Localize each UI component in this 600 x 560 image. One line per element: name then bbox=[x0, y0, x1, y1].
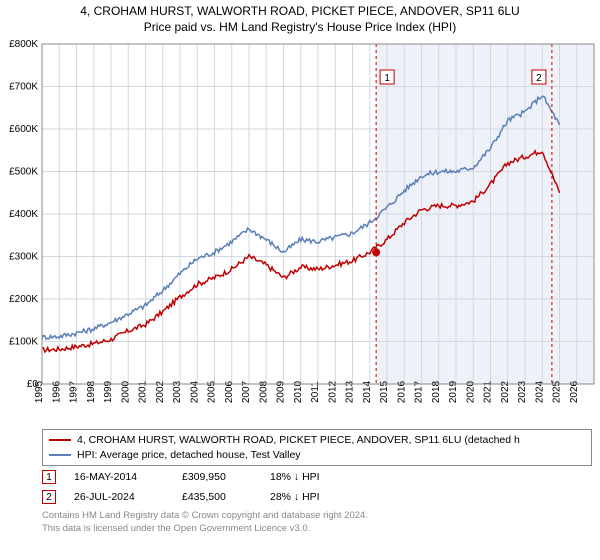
svg-text:£200K: £200K bbox=[9, 294, 38, 305]
svg-text:£700K: £700K bbox=[9, 82, 38, 93]
event-price: £309,950 bbox=[182, 471, 252, 483]
event-row: 2 26-JUL-2024 £435,500 28% ↓ HPI bbox=[42, 490, 592, 504]
event-pct-vs-hpi: 28% ↓ HPI bbox=[270, 491, 360, 503]
footer-line-1: Contains HM Land Registry data © Crown c… bbox=[42, 510, 592, 522]
legend-label: 4, CROHAM HURST, WALWORTH ROAD, PICKET P… bbox=[77, 433, 520, 448]
svg-text:£600K: £600K bbox=[9, 124, 38, 135]
event-date: 26-JUL-2024 bbox=[74, 491, 164, 503]
footer-line-2: This data is licensed under the Open Gov… bbox=[42, 523, 592, 535]
chart-container: £0£100K£200K£300K£400K£500K£600K£700K£80… bbox=[0, 34, 600, 429]
price-chart-svg: £0£100K£200K£300K£400K£500K£600K£700K£80… bbox=[0, 34, 600, 429]
svg-text:1: 1 bbox=[384, 73, 390, 84]
svg-text:£300K: £300K bbox=[9, 252, 38, 263]
svg-text:£500K: £500K bbox=[9, 167, 38, 178]
svg-text:2: 2 bbox=[536, 73, 542, 84]
legend-swatch bbox=[49, 439, 71, 441]
svg-text:£400K: £400K bbox=[9, 209, 38, 220]
svg-text:£800K: £800K bbox=[9, 39, 38, 50]
title-line-2: Price paid vs. HM Land Registry's House … bbox=[0, 20, 600, 34]
svg-text:£100K: £100K bbox=[9, 337, 38, 348]
event-marker-box: 1 bbox=[42, 470, 56, 484]
legend-swatch bbox=[49, 454, 71, 456]
footer-attribution: Contains HM Land Registry data © Crown c… bbox=[42, 510, 592, 535]
chart-title-block: 4, CROHAM HURST, WALWORTH ROAD, PICKET P… bbox=[0, 0, 600, 34]
chart-legend: 4, CROHAM HURST, WALWORTH ROAD, PICKET P… bbox=[42, 429, 592, 466]
legend-row: 4, CROHAM HURST, WALWORTH ROAD, PICKET P… bbox=[49, 433, 585, 448]
legend-row: HPI: Average price, detached house, Test… bbox=[49, 448, 585, 463]
event-table: 1 16-MAY-2014 £309,950 18% ↓ HPI 2 26-JUL-202… bbox=[42, 470, 592, 504]
event-price: £435,500 bbox=[182, 491, 252, 503]
event-row: 1 16-MAY-2014 £309,950 18% ↓ HPI bbox=[42, 470, 592, 484]
legend-label: HPI: Average price, detached house, Test… bbox=[77, 448, 301, 463]
event-marker-box: 2 bbox=[42, 490, 56, 504]
event-date: 16-MAY-2014 bbox=[74, 471, 164, 483]
event-pct-vs-hpi: 18% ↓ HPI bbox=[270, 471, 360, 483]
title-line-1: 4, CROHAM HURST, WALWORTH ROAD, PICKET P… bbox=[0, 4, 600, 18]
